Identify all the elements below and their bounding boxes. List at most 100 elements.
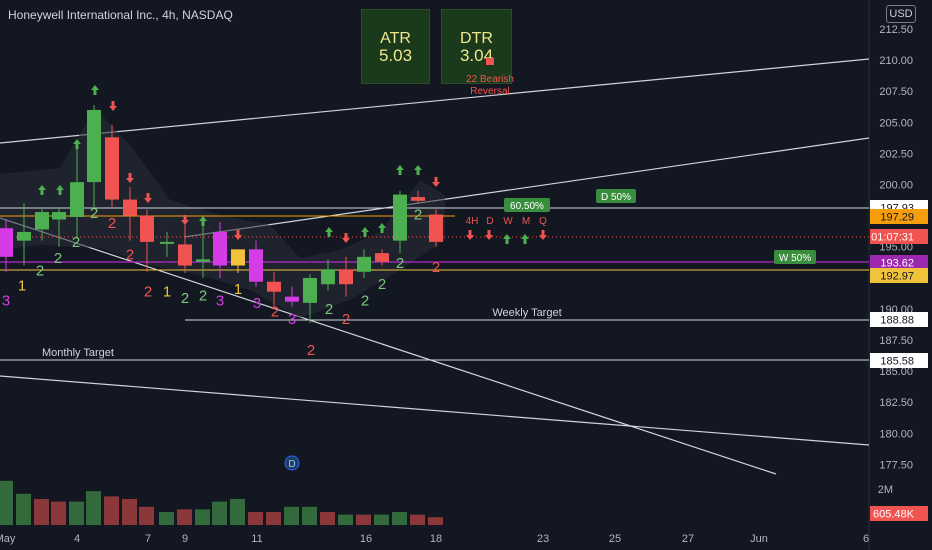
bearish-reversal-label: 22 Bearish xyxy=(466,74,514,85)
price-tag-label: 192.97 xyxy=(880,271,914,283)
x-tick-label: 18 xyxy=(430,533,442,545)
count-label: 2 xyxy=(378,276,386,293)
volume-bar xyxy=(338,514,353,525)
volume-bar xyxy=(320,512,335,525)
price-tag-label: 197.29 xyxy=(880,212,914,224)
d50-label: D 50% xyxy=(601,192,631,203)
down-arrow xyxy=(234,230,242,240)
volume-bar xyxy=(230,499,245,525)
volume-bar xyxy=(428,517,443,525)
candle-body xyxy=(160,241,174,244)
candle-body xyxy=(178,244,192,266)
candle-body xyxy=(303,278,317,303)
count-label: 2 xyxy=(325,301,333,318)
x-tick-label: 9 xyxy=(182,533,188,545)
candle-body xyxy=(35,212,49,230)
volume-bar xyxy=(16,493,31,525)
candle-body xyxy=(231,249,245,266)
count-label: 2 xyxy=(361,292,369,309)
candle-body xyxy=(140,215,154,242)
candle-body xyxy=(339,269,353,285)
y-tick-label: 187.50 xyxy=(879,335,913,347)
price-tag-bg xyxy=(870,209,928,224)
volume-tick-label: 2M xyxy=(878,484,893,496)
up-arrow xyxy=(56,185,64,195)
count-label: 2 xyxy=(432,259,440,276)
atr-label: ATR xyxy=(380,30,411,47)
down-arrow xyxy=(181,215,189,225)
volume-bar xyxy=(302,506,317,525)
volume-bar xyxy=(34,499,49,525)
bearish-flag-icon xyxy=(486,58,494,65)
bearish-reversal-label: Reversal xyxy=(470,86,509,97)
volume-bar xyxy=(195,509,210,525)
price-tag-bg xyxy=(870,312,928,327)
timeframe-label: D xyxy=(486,216,493,227)
count-label: 2 xyxy=(126,246,134,263)
x-tick-label: 6 xyxy=(863,533,869,545)
candle-body xyxy=(375,253,389,262)
down-arrow xyxy=(539,230,547,240)
x-tick-label: 4 xyxy=(74,533,80,545)
count-label: 3 xyxy=(216,292,224,309)
y-tick-label: 202.50 xyxy=(879,148,913,160)
count-label: 1 xyxy=(234,281,242,298)
candle-body xyxy=(285,296,299,302)
volume-bar xyxy=(139,506,154,525)
count-label: 2 xyxy=(144,284,152,301)
x-tick-label: 11 xyxy=(251,533,262,545)
count-label: 2 xyxy=(72,234,80,251)
candle-body xyxy=(17,231,31,241)
candle-body xyxy=(123,199,137,216)
up-arrow xyxy=(378,223,386,233)
d50-badge xyxy=(596,189,636,203)
volume-bar xyxy=(284,506,299,525)
down-arrow xyxy=(109,101,117,111)
currency-button[interactable]: USD xyxy=(886,5,916,23)
price-tag-bg xyxy=(870,255,928,270)
sixty-pct-label: 60.50% xyxy=(510,201,544,212)
atr-panel: ATR 5.03 xyxy=(361,9,430,84)
candle-body xyxy=(321,269,335,285)
count-label: 2 xyxy=(271,304,279,321)
trend-line xyxy=(183,137,870,238)
count-label: 2 xyxy=(90,205,98,222)
timeframe-label: M xyxy=(522,216,530,227)
volume-bar xyxy=(356,514,371,525)
dtr-value: 3.04 xyxy=(459,46,494,65)
weekly-target-label: Weekly Target xyxy=(492,307,561,319)
count-label: 1 xyxy=(18,277,26,294)
x-tick-label: 23 xyxy=(537,533,549,545)
volume-bar xyxy=(104,496,119,525)
y-tick-label: 212.50 xyxy=(879,24,913,36)
volume-bar xyxy=(266,512,281,525)
up-arrow xyxy=(38,185,46,195)
price-tag-label: 01:07:31 xyxy=(871,232,914,244)
w50-label: W 50% xyxy=(779,253,811,264)
candle-body xyxy=(357,256,371,272)
down-arrow xyxy=(126,173,134,183)
price-tag-label: 185.58 xyxy=(880,356,914,368)
y-tick-label: 200.00 xyxy=(879,180,913,192)
count-label: 2 xyxy=(54,250,62,267)
price-tag-bg xyxy=(870,229,928,244)
candle-body xyxy=(70,182,84,217)
up-arrow xyxy=(325,227,333,237)
y-tick-label: 180.00 xyxy=(879,428,913,440)
symbol-title[interactable]: Honeywell International Inc., 4h, NASDAQ xyxy=(8,8,233,22)
y-tick-label: 185.00 xyxy=(879,366,913,378)
volume-bar xyxy=(69,501,84,525)
count-label: 2 xyxy=(307,342,315,359)
dtr-label: DTR xyxy=(460,30,493,47)
candle-body xyxy=(411,197,425,201)
trend-line xyxy=(0,58,870,144)
dividend-label: D xyxy=(288,459,295,470)
candle-body xyxy=(87,109,101,183)
candle-body xyxy=(393,194,407,241)
volume-bar xyxy=(122,499,137,525)
down-arrow xyxy=(432,177,440,187)
y-tick-label: 195.00 xyxy=(879,242,913,254)
x-tick-label: 7 xyxy=(145,533,151,545)
down-arrow xyxy=(342,233,350,243)
